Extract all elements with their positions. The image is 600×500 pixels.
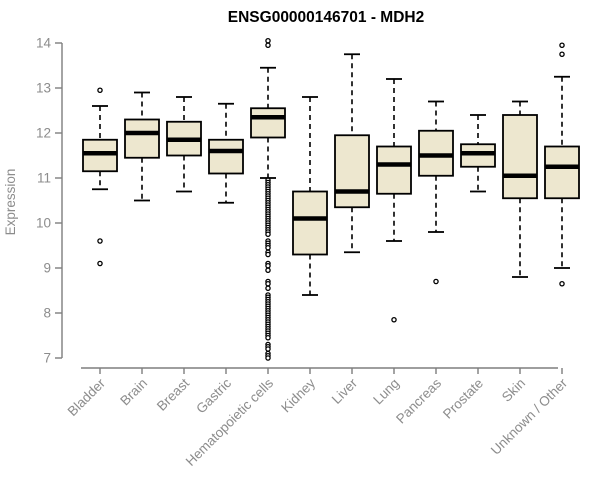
y-tick-label: 14 (36, 36, 52, 51)
outlier-point (97, 238, 103, 244)
x-category-label: Pancreas (393, 375, 444, 426)
outlier-point (265, 285, 271, 291)
box-series (82, 38, 580, 361)
y-axis-label: Expression (3, 169, 18, 236)
boxplot-brain (124, 91, 160, 202)
x-category-label: Bladder (65, 375, 109, 419)
boxplot-kidney (292, 96, 328, 296)
outlier-point (97, 87, 103, 94)
outlier-point (433, 278, 439, 285)
outlier-point (265, 355, 271, 361)
iqr-box (334, 134, 370, 209)
boxplot-gastric (208, 102, 244, 204)
boxplot-breast (166, 96, 202, 193)
y-tick-label: 11 (37, 171, 51, 186)
boxplot-liver (334, 53, 370, 254)
outlier-point (265, 38, 271, 44)
x-category-label: Gastric (193, 375, 234, 416)
boxplot-skin (502, 100, 538, 278)
outlier-point (265, 280, 271, 287)
boxplot-unknown-other (544, 42, 580, 287)
boxplot-pancreas (418, 100, 454, 285)
outlier-point (265, 262, 271, 269)
y-tick-label: 13 (36, 81, 51, 96)
outlier-point (265, 42, 271, 49)
iqr-box (544, 145, 580, 200)
y-tick-label: 7 (43, 351, 51, 366)
outlier-point (265, 251, 271, 258)
x-category-label: Prostate (440, 376, 486, 422)
iqr-box (292, 190, 328, 256)
outlier-point (265, 267, 271, 273)
x-category-label: Breast (154, 375, 192, 413)
iqr-box (376, 145, 412, 195)
boxplot-lung (376, 78, 412, 323)
iqr-box (124, 118, 160, 159)
iqr-box (250, 107, 286, 139)
outlier-point (559, 51, 565, 58)
x-category-label: Lung (370, 376, 402, 408)
x-category-label: Unknown / Other (488, 375, 571, 458)
y-tick-label: 8 (43, 306, 51, 321)
chart-title: ENSG00000146701 - MDH2 (228, 9, 424, 26)
outlier-point (559, 280, 565, 287)
x-category-label: Kidney (278, 375, 318, 415)
outlier-point (391, 316, 397, 323)
y-tick-label: 9 (43, 261, 51, 276)
boxplot-bladder (82, 87, 118, 267)
y-tick-label: 12 (36, 126, 51, 141)
outlier-point (265, 346, 271, 352)
x-category-label: Skin (499, 376, 528, 405)
outlier-point (265, 244, 271, 251)
x-category-label: Brain (117, 376, 150, 409)
outlier-point (265, 334, 271, 341)
y-tick-label: 10 (36, 216, 51, 231)
outlier-point (559, 42, 565, 49)
outlier-point (265, 231, 271, 237)
iqr-box (208, 138, 244, 175)
boxplot-prostate (460, 114, 496, 193)
outlier-point (97, 260, 103, 267)
boxplot-hematopoietic-cells (250, 38, 286, 361)
iqr-box (502, 114, 538, 200)
x-category-label: Liver (329, 375, 361, 407)
